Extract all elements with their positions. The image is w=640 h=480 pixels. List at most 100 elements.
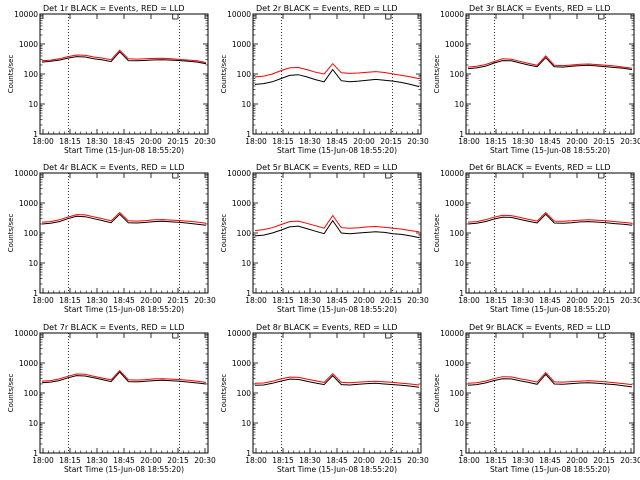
panel-title: Det 5r BLACK = Events, RED = LLD xyxy=(256,163,398,172)
x-tick-label: 18:30 xyxy=(86,137,108,146)
x-tick-label: 18:45 xyxy=(113,456,135,465)
x-tick-label: 20:30 xyxy=(407,296,429,305)
y-tick-label: 10 xyxy=(28,259,38,268)
y-tick-label: 1000 xyxy=(232,359,251,368)
y-tick-label: 1000 xyxy=(19,40,38,49)
y-tick-label: 100 xyxy=(24,389,39,398)
y-tick-label: 100 xyxy=(450,229,465,238)
x-axis-label: Start Time (15-Jun-08 18:55:20) xyxy=(490,465,610,474)
y-tick-label: 10000 xyxy=(14,10,38,19)
y-tick-label: 100 xyxy=(24,229,39,238)
corner-marker xyxy=(598,14,604,20)
lld-line xyxy=(467,211,633,224)
y-tick-label: 1 xyxy=(33,289,38,298)
x-tick-label: 20:30 xyxy=(620,296,640,305)
x-tick-label: 18:30 xyxy=(299,456,321,465)
detector-panel-7: Det 7r BLACK = Events, RED = LLD 1 10 100 10… xyxy=(7,323,216,474)
panel-title: Det 7r BLACK = Events, RED = LLD xyxy=(43,323,185,332)
x-tick-label: 20:00 xyxy=(353,296,375,305)
y-tick-label: 1 xyxy=(459,449,464,458)
events-line xyxy=(254,374,420,388)
y-axis-label: Counts/sec xyxy=(7,55,15,94)
y-tick-label: 10 xyxy=(241,419,251,428)
x-tick-label: 18:30 xyxy=(512,296,534,305)
corner-marker xyxy=(385,173,391,179)
plot-frame xyxy=(252,332,422,454)
y-tick-label: 1 xyxy=(246,449,251,458)
y-tick-label: 10 xyxy=(454,100,464,109)
panel-title: Det 8r BLACK = Events, RED = LLD xyxy=(256,323,398,332)
panel-title: Det 2r BLACK = Events, RED = LLD xyxy=(256,4,398,13)
x-axis-label: Start Time (15-Jun-08 18:55:20) xyxy=(277,465,397,474)
x-tick-label: 18:45 xyxy=(113,296,135,305)
y-tick-label: 1000 xyxy=(445,359,464,368)
y-tick-label: 10 xyxy=(454,259,464,268)
x-tick-label: 18:30 xyxy=(299,137,321,146)
x-tick-label: 20:00 xyxy=(353,456,375,465)
y-tick-label: 10000 xyxy=(440,10,464,19)
x-tick-label: 20:30 xyxy=(407,137,429,146)
y-tick-label: 100 xyxy=(24,70,39,79)
detector-panel-2: Det 2r BLACK = Events, RED = LLD 1 10 100 10… xyxy=(220,4,429,155)
y-axis-label: Counts/sec xyxy=(220,55,228,94)
x-tick-label: 18:15 xyxy=(485,296,507,305)
detector-panel-5: Det 5r BLACK = Events, RED = LLD 1 10 100 10… xyxy=(220,163,429,314)
plot-frame xyxy=(465,332,635,454)
y-tick-label: 10000 xyxy=(227,329,251,338)
plot-frame xyxy=(252,172,422,294)
x-tick-label: 18:45 xyxy=(539,137,561,146)
x-tick-label: 20:15 xyxy=(593,296,615,305)
panel-title: Det 1r BLACK = Events, RED = LLD xyxy=(43,4,185,13)
x-axis-label: Start Time (15-Jun-08 18:55:20) xyxy=(64,146,184,155)
x-tick-label: 18:00 xyxy=(245,296,267,305)
detector-panel-1: Det 1r BLACK = Events, RED = LLD 1 10 100 10… xyxy=(7,4,216,155)
events-line xyxy=(254,219,420,239)
x-tick-label: 20:30 xyxy=(407,456,429,465)
panel-title: Det 3r BLACK = Events, RED = LLD xyxy=(469,4,611,13)
y-tick-label: 1000 xyxy=(232,199,251,208)
x-tick-label: 18:45 xyxy=(326,456,348,465)
x-axis-label: Start Time (15-Jun-08 18:55:20) xyxy=(64,305,184,314)
y-tick-label: 1000 xyxy=(232,40,251,49)
y-tick-label: 10 xyxy=(28,419,38,428)
x-tick-label: 18:00 xyxy=(32,296,54,305)
x-tick-label: 18:15 xyxy=(272,296,294,305)
y-tick-label: 10000 xyxy=(440,329,464,338)
events-line xyxy=(467,373,633,388)
plot-frame xyxy=(465,172,635,294)
x-tick-label: 20:00 xyxy=(566,137,588,146)
x-tick-label: 20:00 xyxy=(566,296,588,305)
plot-frame xyxy=(39,172,209,294)
x-axis-label: Start Time (15-Jun-08 18:55:20) xyxy=(277,305,397,314)
y-tick-label: 10 xyxy=(241,259,251,268)
lld-line xyxy=(254,214,420,233)
x-axis-label: Start Time (15-Jun-08 18:55:20) xyxy=(64,465,184,474)
y-axis-label: Counts/sec xyxy=(433,214,441,253)
x-tick-label: 20:15 xyxy=(380,456,402,465)
events-line xyxy=(254,68,420,88)
y-tick-label: 1000 xyxy=(445,199,464,208)
x-tick-label: 20:15 xyxy=(167,296,189,305)
y-axis-label: Counts/sec xyxy=(220,214,228,253)
plot-frame xyxy=(39,13,209,135)
corner-marker xyxy=(385,14,391,20)
y-tick-label: 100 xyxy=(237,229,252,238)
y-tick-label: 10 xyxy=(454,419,464,428)
y-axis-label: Counts/sec xyxy=(7,214,15,253)
x-tick-label: 18:00 xyxy=(245,456,267,465)
panel-title: Det 6r BLACK = Events, RED = LLD xyxy=(469,163,611,172)
x-tick-label: 18:00 xyxy=(32,137,54,146)
lld-line xyxy=(41,211,207,224)
detector-panel-4: Det 4r BLACK = Events, RED = LLD 1 10 100 10… xyxy=(7,163,216,314)
x-tick-label: 18:15 xyxy=(59,296,81,305)
x-tick-label: 18:45 xyxy=(539,296,561,305)
x-tick-label: 20:00 xyxy=(566,456,588,465)
corner-marker xyxy=(598,173,604,179)
x-tick-label: 20:15 xyxy=(593,137,615,146)
y-tick-label: 10000 xyxy=(14,169,38,178)
y-tick-label: 100 xyxy=(450,70,465,79)
x-tick-label: 20:15 xyxy=(380,296,402,305)
x-tick-label: 20:30 xyxy=(620,456,640,465)
x-tick-label: 18:30 xyxy=(512,456,534,465)
